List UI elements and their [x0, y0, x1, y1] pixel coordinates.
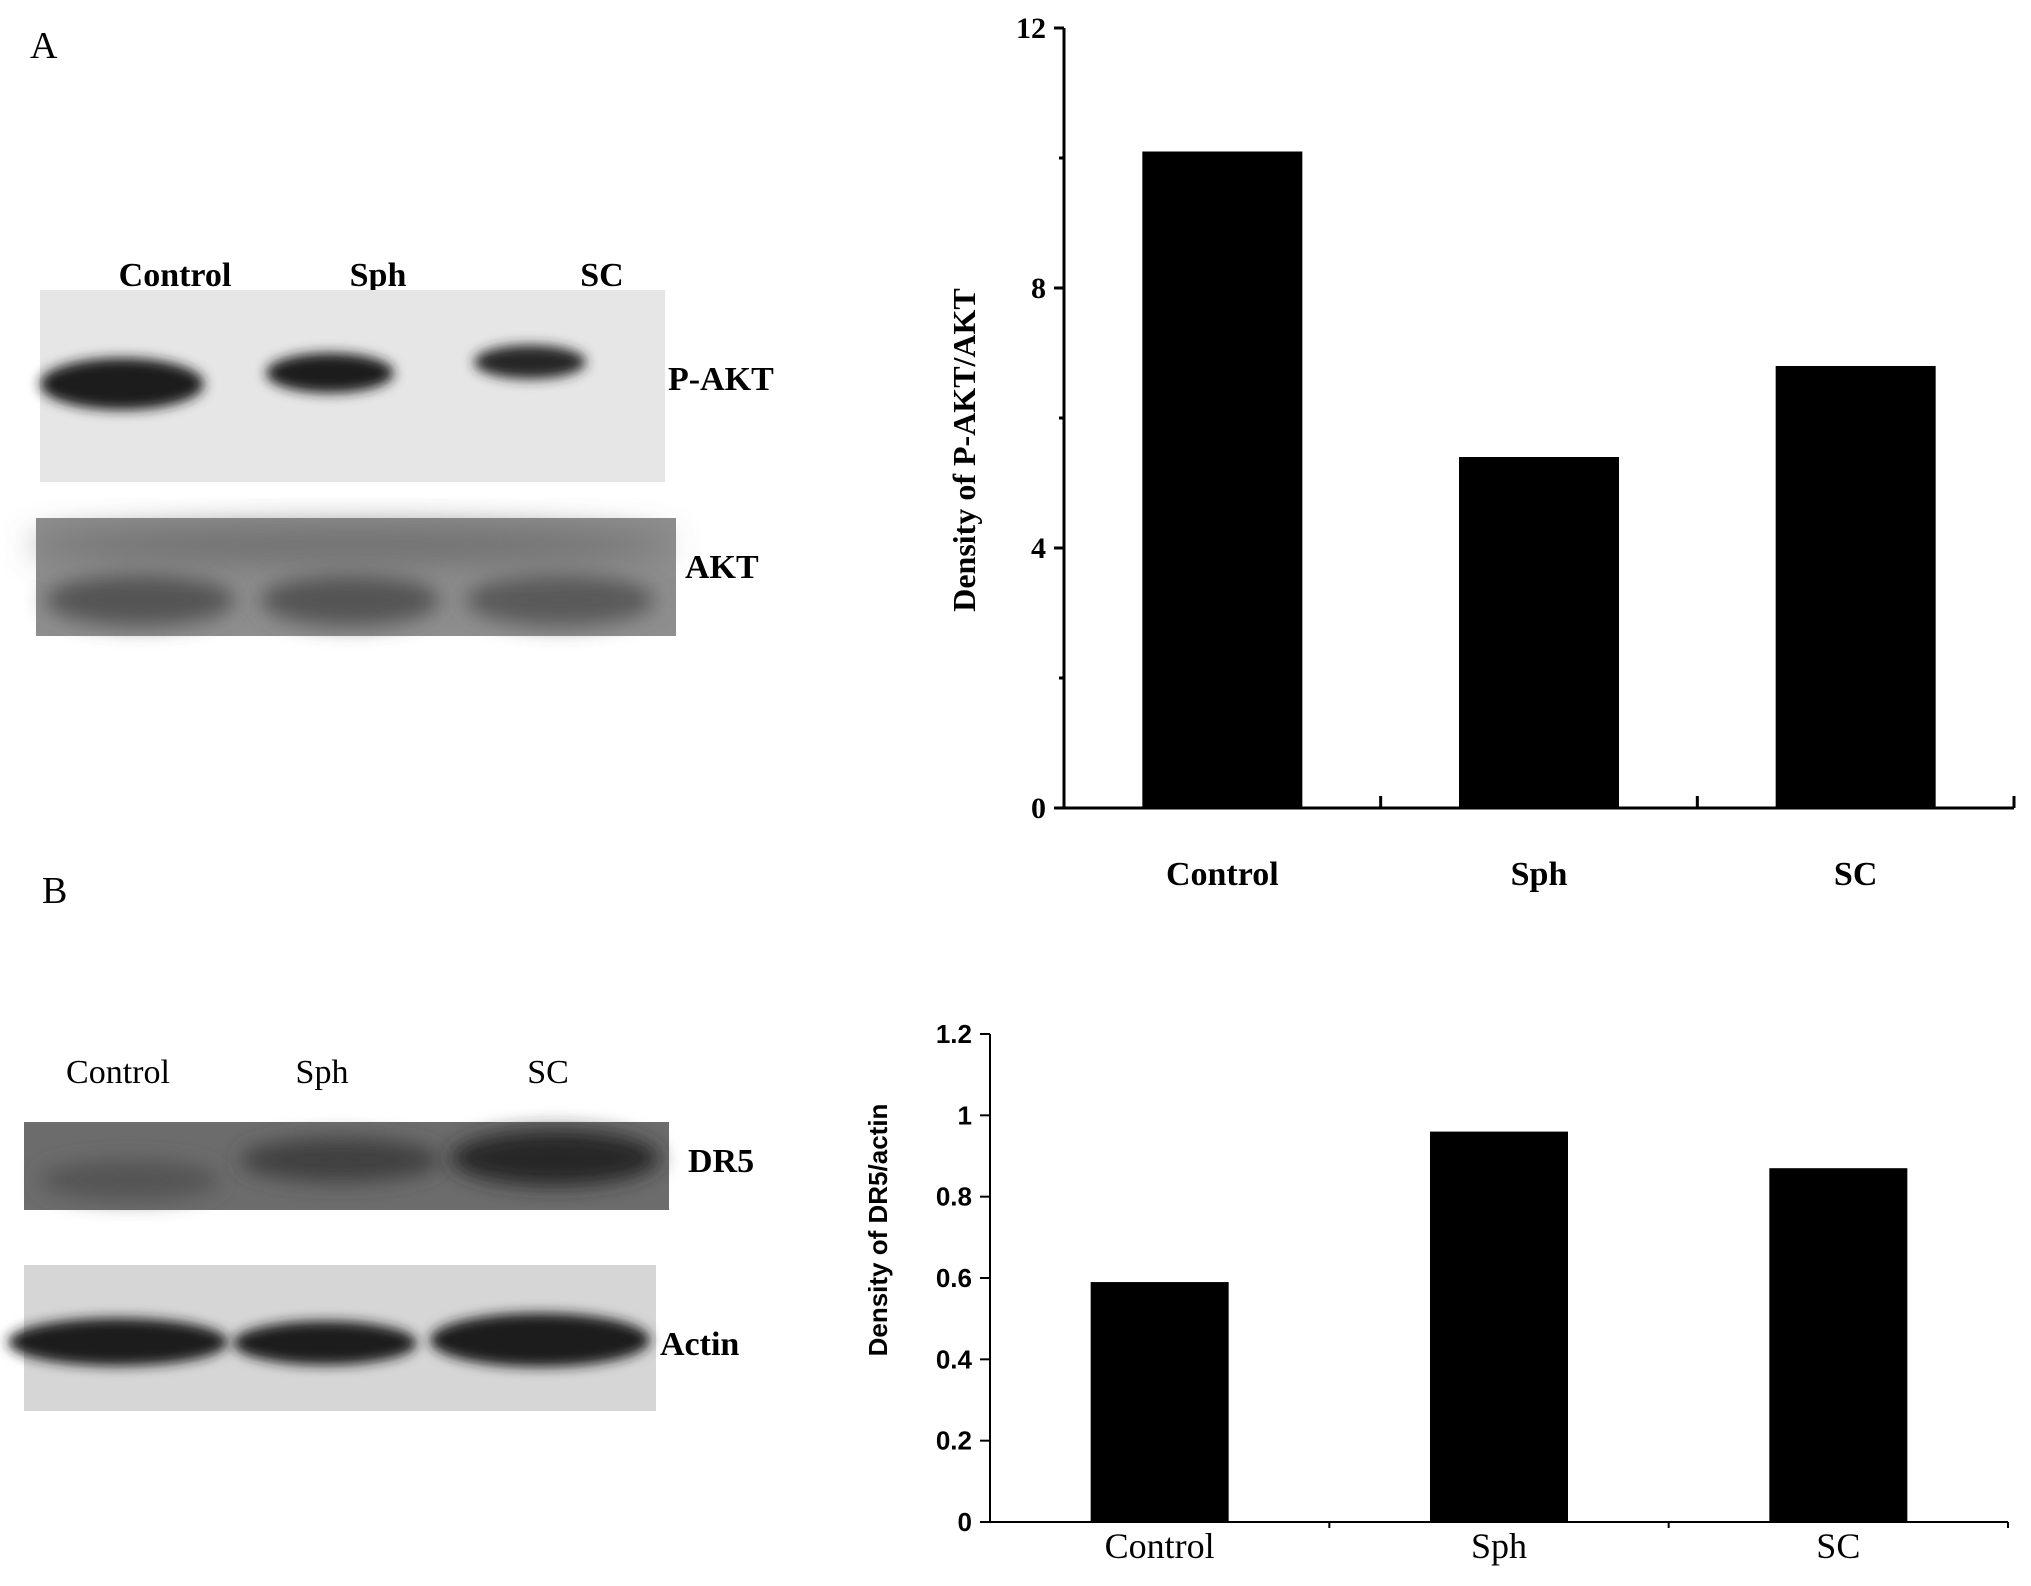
chart-b-y-tick-label: 0.4	[936, 1344, 973, 1374]
panel-a-label: A	[30, 25, 58, 67]
dr5-band-control	[40, 1160, 220, 1200]
p-akt-band-control	[40, 358, 204, 410]
blot-a: Control Sph SC P-AKT AKT	[30, 257, 774, 636]
chart-a-y-axis-label: Density of P-AKT/AKT	[946, 288, 982, 612]
akt-band-sc	[465, 574, 655, 626]
blot-b: Control Sph SC DR5 Actin	[8, 1054, 754, 1411]
chart-a-bar-control	[1142, 151, 1303, 808]
blot-b-lane-sc: SC	[527, 1054, 569, 1091]
akt-smear	[30, 527, 670, 563]
blot-b-lane-sph: Sph	[296, 1054, 349, 1091]
chart-b-bar-sph	[1430, 1131, 1568, 1522]
blot-a-lane-control: Control	[119, 257, 232, 294]
p-akt-label: P-AKT	[668, 361, 774, 398]
chart-a-y-tick-label: 0	[1031, 792, 1046, 825]
chart-b-y-tick-label: 0.8	[936, 1182, 972, 1212]
chart-b-y-tick-label: 0	[958, 1507, 972, 1537]
chart-b-x-tick-label: SC	[1816, 1526, 1860, 1566]
akt-band-sph	[260, 574, 440, 626]
chart-a: 0 4 8 12 Control Sph SC Density of P-AKT/AKT	[946, 12, 2016, 893]
chart-b-x-tick-label: Control	[1105, 1526, 1215, 1566]
chart-b-y-tick-label: 1	[958, 1100, 972, 1130]
chart-b-y-axis-label: Density of DR5/actin	[863, 1104, 893, 1357]
p-akt-band-sph	[266, 353, 394, 393]
chart-a-x-tick-label: Sph	[1511, 856, 1568, 893]
chart-b-y-tick-label: 0.2	[936, 1426, 972, 1456]
chart-a-y-tick-label: 12	[1016, 12, 1046, 45]
p-akt-band-sc	[474, 345, 586, 379]
chart-a-bar-sph	[1459, 457, 1619, 808]
chart-b-bar-control	[1090, 1282, 1229, 1522]
dr5-band-sph	[240, 1138, 440, 1182]
panel-b-label: B	[42, 870, 67, 912]
akt-label: AKT	[685, 549, 759, 586]
actin-label: Actin	[660, 1326, 739, 1363]
chart-a-x-tick-label: Control	[1166, 856, 1279, 893]
dr5-band-sc	[450, 1130, 660, 1186]
chart-a-x-tick-label: SC	[1834, 856, 1877, 893]
chart-b-y-tick-label: 0.6	[936, 1263, 972, 1293]
dr5-label: DR5	[688, 1143, 754, 1180]
chart-b-bar-sc	[1769, 1168, 1908, 1522]
chart-a-y-tick-label: 4	[1031, 532, 1046, 565]
chart-a-bar-sc	[1775, 366, 1936, 808]
actin-band-sph	[233, 1321, 417, 1365]
chart-b-y-tick-label: 1.2	[936, 1019, 972, 1049]
blot-b-lane-control: Control	[66, 1054, 170, 1091]
akt-band-control	[45, 574, 235, 626]
blot-a-lane-sph: Sph	[350, 257, 407, 294]
blot-a-lane-sc: SC	[580, 257, 623, 294]
chart-b: 0 0.2 0.4 0.6 0.8 1 1.2 Control Sph SC Density of…	[863, 1019, 2009, 1566]
actin-band-sc	[430, 1313, 650, 1367]
chart-a-y-tick-label: 8	[1031, 272, 1046, 305]
actin-band-control	[8, 1318, 228, 1366]
chart-b-x-tick-label: Sph	[1471, 1526, 1527, 1566]
